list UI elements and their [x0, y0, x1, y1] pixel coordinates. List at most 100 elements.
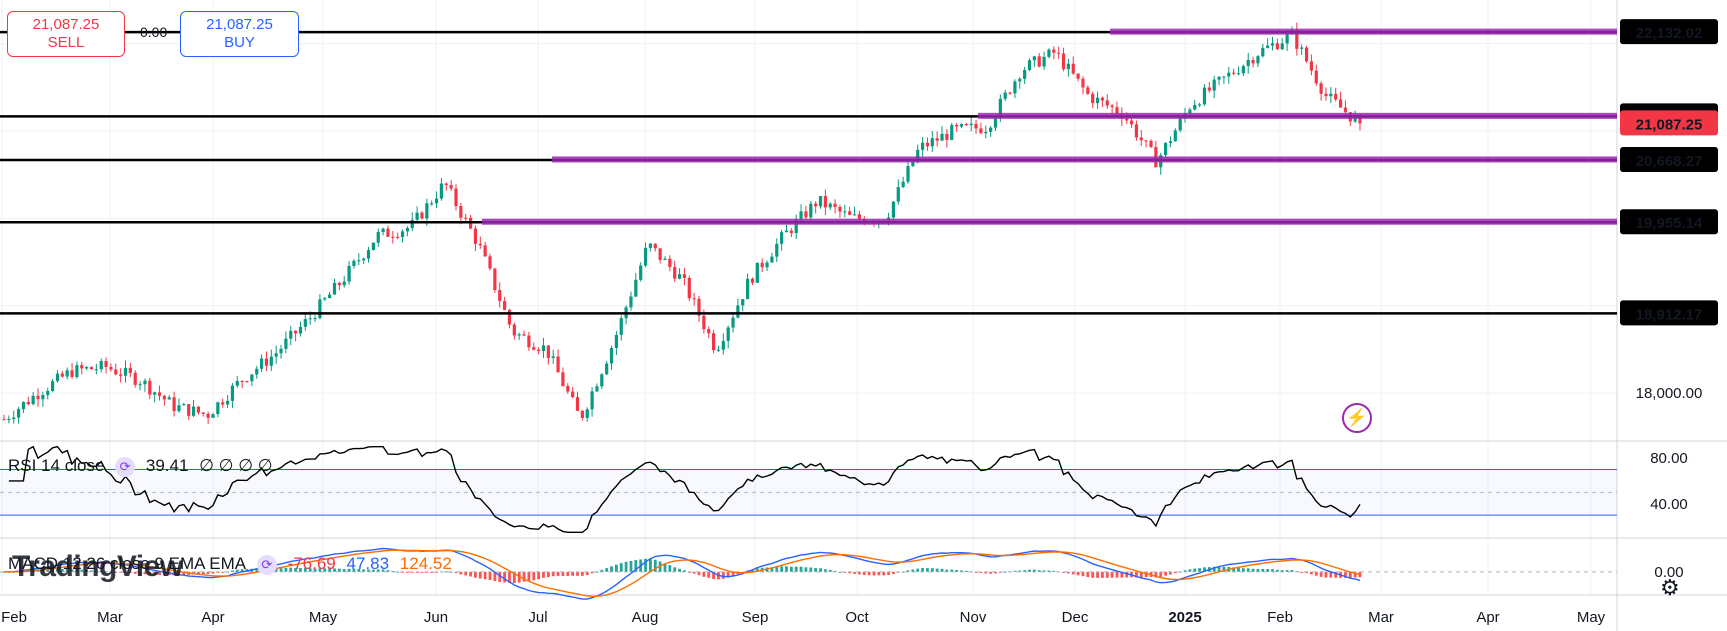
macd-histogram-bar — [882, 571, 886, 576]
candle-body — [1270, 43, 1275, 46]
macd-histogram-bar — [1159, 571, 1163, 577]
candle-body — [1246, 60, 1250, 67]
macd-histogram-bar — [1285, 570, 1289, 572]
macd-histogram-bar — [333, 568, 336, 572]
candle-body — [1275, 43, 1279, 50]
macd-histogram-bar — [527, 571, 531, 582]
candle-body — [289, 330, 293, 339]
sell-button[interactable]: 21,087.25 SELL — [7, 11, 125, 57]
candle-body — [707, 329, 711, 334]
candle-body — [1086, 87, 1090, 94]
candle-body — [663, 258, 667, 260]
candle-body — [362, 258, 366, 261]
candle-body — [80, 365, 84, 369]
rsi-line — [8, 445, 1361, 533]
candle-body — [1202, 87, 1207, 105]
candle-body — [1241, 66, 1245, 74]
macd-histogram-bar — [955, 570, 959, 572]
cycle-icon[interactable]: ⟳ — [256, 554, 277, 575]
candle-body — [750, 278, 755, 283]
candle-body — [391, 236, 395, 238]
rsi-legend[interactable]: RSI 14 close ⟳ 39.41 ∅ ∅ ∅ ∅ — [8, 456, 279, 477]
macd-histogram-bar — [853, 571, 856, 574]
candle-body — [532, 347, 536, 350]
candle-body — [1232, 72, 1236, 74]
macd-histogram-bar — [138, 571, 142, 575]
buy-price: 21,087.25 — [206, 16, 273, 33]
macd-histogram-bar — [780, 566, 784, 572]
candle-body — [1008, 92, 1012, 94]
candle-body — [255, 368, 259, 375]
buy-button[interactable]: 21,087.25 BUY — [180, 11, 299, 57]
macd-histogram-bar — [775, 566, 779, 572]
macd-histogram-bar — [653, 559, 657, 572]
x-tick-label: May — [1577, 609, 1606, 626]
candle-body — [483, 245, 487, 257]
candle-body — [459, 206, 463, 218]
macd-histogram-bar — [678, 568, 681, 572]
macd-histogram-bar — [1309, 571, 1313, 575]
macd-histogram-bar — [352, 568, 356, 572]
candle-body — [955, 124, 959, 127]
macd-histogram-bar — [644, 558, 647, 572]
macd-histogram-bar — [1144, 571, 1148, 578]
candle-body — [1324, 93, 1328, 97]
candle-body — [580, 410, 584, 418]
macd-histogram-bar — [819, 568, 822, 572]
candle-body — [201, 412, 205, 414]
macd-histogram-bar — [143, 571, 147, 575]
candle-body — [294, 330, 298, 334]
macd-histogram-bar — [1256, 568, 1260, 572]
candle-body — [726, 327, 730, 341]
candle-body — [1066, 63, 1070, 70]
macd-histogram-bar — [1266, 569, 1270, 572]
macd-histogram-bar — [848, 571, 852, 574]
candle-body — [2, 419, 6, 421]
cycle-icon[interactable]: ⟳ — [115, 456, 136, 477]
macd-histogram-bar — [610, 566, 613, 572]
candle-body — [925, 142, 930, 147]
candle-body — [575, 397, 580, 411]
candle-body — [896, 187, 900, 202]
macd-histogram-bar — [294, 567, 298, 572]
macd-histogram-bar — [478, 571, 482, 579]
candle-body — [969, 123, 973, 126]
macd-histogram-bar — [303, 568, 307, 572]
candle-body — [1343, 107, 1348, 113]
candle-body — [1319, 83, 1323, 94]
candle-body — [1052, 49, 1056, 53]
candle-body — [342, 281, 346, 286]
candle-body — [1314, 70, 1318, 84]
level-price-label: 19,955.14 — [1636, 215, 1703, 232]
macd-histogram-bar — [892, 571, 895, 574]
gear-icon[interactable]: ⚙ — [1660, 575, 1680, 600]
macd-histogram-bar — [90, 570, 93, 572]
candle-body — [250, 374, 254, 382]
macd-histogram-bar — [347, 568, 351, 572]
macd-histogram-bar — [182, 571, 186, 575]
x-tick-label: Mar — [97, 609, 123, 626]
candle-body — [1178, 118, 1182, 131]
candle-body — [891, 201, 896, 218]
candle-body — [1095, 97, 1100, 104]
macd-histogram-bar — [75, 569, 79, 572]
macd-histogram-bar — [1081, 571, 1085, 577]
candle-body — [648, 243, 653, 248]
candle-body — [746, 278, 750, 300]
macd-histogram-bar — [629, 560, 633, 572]
candle-body — [716, 349, 721, 351]
zone-band — [482, 218, 1617, 225]
macd-histogram-bar — [950, 569, 954, 572]
macd-legend[interactable]: MACD 12 26 close 9 EMA EMA ⟳ -76.69 47.8… — [8, 554, 458, 575]
rsi-tick-label: 80.00 — [1650, 450, 1688, 467]
candle-body — [357, 260, 361, 262]
candle-body — [94, 369, 98, 371]
macd-histogram-bar — [493, 571, 497, 582]
candle-body — [211, 414, 215, 418]
candle-body — [434, 198, 439, 204]
lightning-icon[interactable]: ⚡ — [1342, 403, 1372, 433]
candle-body — [507, 309, 512, 325]
candle-body — [1139, 137, 1143, 141]
candle-body — [31, 395, 35, 405]
